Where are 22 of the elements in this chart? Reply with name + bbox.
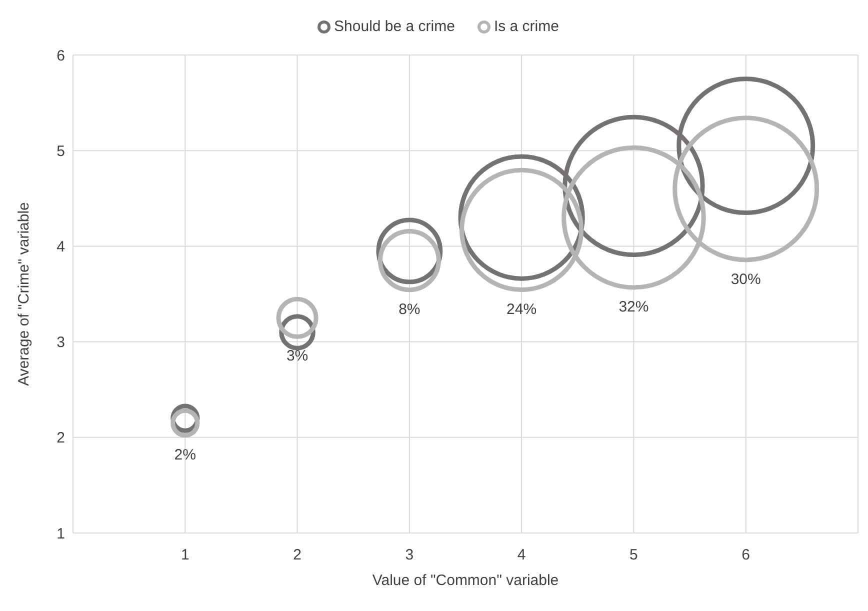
legend-label: Is a crime: [492, 18, 559, 35]
annotation: 32%: [618, 298, 649, 316]
y-tick-label: 3: [56, 334, 65, 352]
annotation: 30%: [730, 270, 761, 288]
y-tick-label: 1: [56, 525, 65, 542]
y-tick-label: 6: [56, 47, 65, 64]
annotation: 2%: [174, 446, 196, 464]
y-axis-title: Average of "Crime" variable: [15, 202, 32, 386]
x-tick-label: 1: [180, 546, 190, 564]
annotation: 8%: [398, 300, 420, 318]
y-tick-label: 4: [56, 238, 65, 256]
x-tick-label: 6: [742, 546, 750, 564]
legend-label: Should be a crime: [333, 18, 455, 35]
annotation: 3%: [286, 348, 308, 365]
x-axis-title: Value of "Common" variable: [372, 572, 559, 589]
x-tick-label: 2: [293, 546, 302, 564]
x-tick-label: 3: [405, 546, 414, 564]
x-tick-label: 5: [630, 546, 638, 564]
x-tick-label: 4: [517, 546, 526, 564]
annotation: 24%: [506, 300, 537, 318]
y-tick-label: 2: [56, 430, 65, 447]
y-tick-label: 5: [56, 142, 65, 160]
